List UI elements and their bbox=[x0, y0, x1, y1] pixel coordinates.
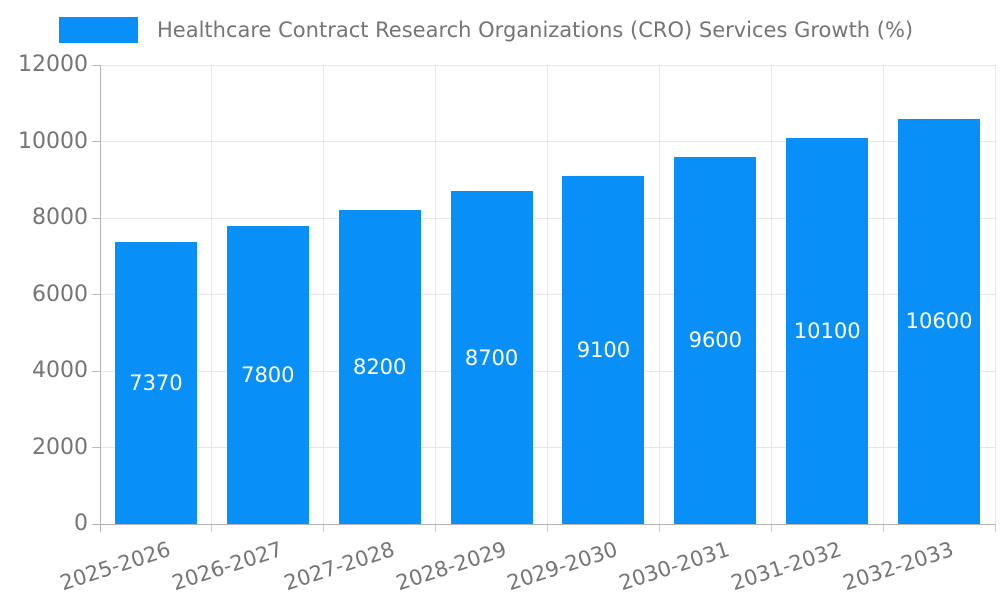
bar-value-label: 8200 bbox=[352, 355, 407, 380]
y-tick-label: 10000 bbox=[18, 128, 88, 154]
y-axis-tick bbox=[92, 217, 100, 219]
y-axis-tick bbox=[92, 370, 100, 372]
bar[interactable] bbox=[674, 156, 757, 524]
x-axis-tick bbox=[770, 524, 772, 532]
legend-swatch bbox=[59, 17, 138, 43]
gridline-v bbox=[211, 65, 213, 524]
gridline-v bbox=[770, 65, 772, 524]
bar[interactable] bbox=[562, 175, 645, 524]
gridline-v bbox=[994, 65, 996, 524]
gridline-v bbox=[435, 65, 437, 524]
bar-value-label: 9600 bbox=[688, 328, 743, 353]
x-axis-tick bbox=[658, 524, 660, 532]
x-axis-tick bbox=[323, 524, 325, 532]
y-tick-label: 6000 bbox=[32, 281, 88, 307]
bar[interactable] bbox=[226, 225, 309, 524]
bar[interactable] bbox=[338, 210, 421, 524]
x-axis-tick bbox=[435, 524, 437, 532]
bar-value-label: 9100 bbox=[576, 337, 631, 362]
x-axis-line bbox=[92, 523, 995, 525]
bar-value-label: 7370 bbox=[129, 371, 183, 396]
bar-value-label: 10600 bbox=[905, 309, 973, 334]
bar-value-label: 8700 bbox=[464, 345, 519, 370]
bar[interactable] bbox=[114, 242, 197, 524]
gridline-v bbox=[547, 65, 548, 524]
legend-label: Healthcare Contract Research Organizatio… bbox=[157, 18, 914, 42]
bar-value-label: 10100 bbox=[793, 318, 861, 343]
gridline-v bbox=[882, 65, 884, 524]
gridline-v bbox=[658, 65, 660, 524]
x-axis-tick bbox=[882, 524, 884, 532]
y-tick-label: 0 bbox=[74, 511, 88, 536]
x-axis-tick bbox=[211, 524, 213, 532]
bar[interactable] bbox=[898, 118, 981, 524]
x-axis-tick bbox=[994, 524, 996, 532]
bar[interactable] bbox=[450, 191, 533, 524]
y-axis-tick bbox=[92, 294, 100, 295]
y-tick-label: 12000 bbox=[18, 52, 88, 77]
gridline-v bbox=[323, 65, 325, 524]
y-axis-line bbox=[99, 65, 101, 532]
y-axis-tick bbox=[92, 447, 100, 448]
y-tick-label: 4000 bbox=[32, 358, 88, 383]
legend-item[interactable]: Healthcare Contract Research Organizatio… bbox=[59, 17, 913, 43]
y-tick-label: 2000 bbox=[32, 434, 88, 460]
y-tick-label: 8000 bbox=[32, 205, 88, 230]
x-axis-tick bbox=[547, 524, 548, 532]
y-axis-tick bbox=[92, 64, 100, 66]
y-axis-tick bbox=[92, 141, 100, 142]
bar-value-label: 7800 bbox=[241, 362, 295, 387]
bar[interactable] bbox=[786, 137, 869, 524]
